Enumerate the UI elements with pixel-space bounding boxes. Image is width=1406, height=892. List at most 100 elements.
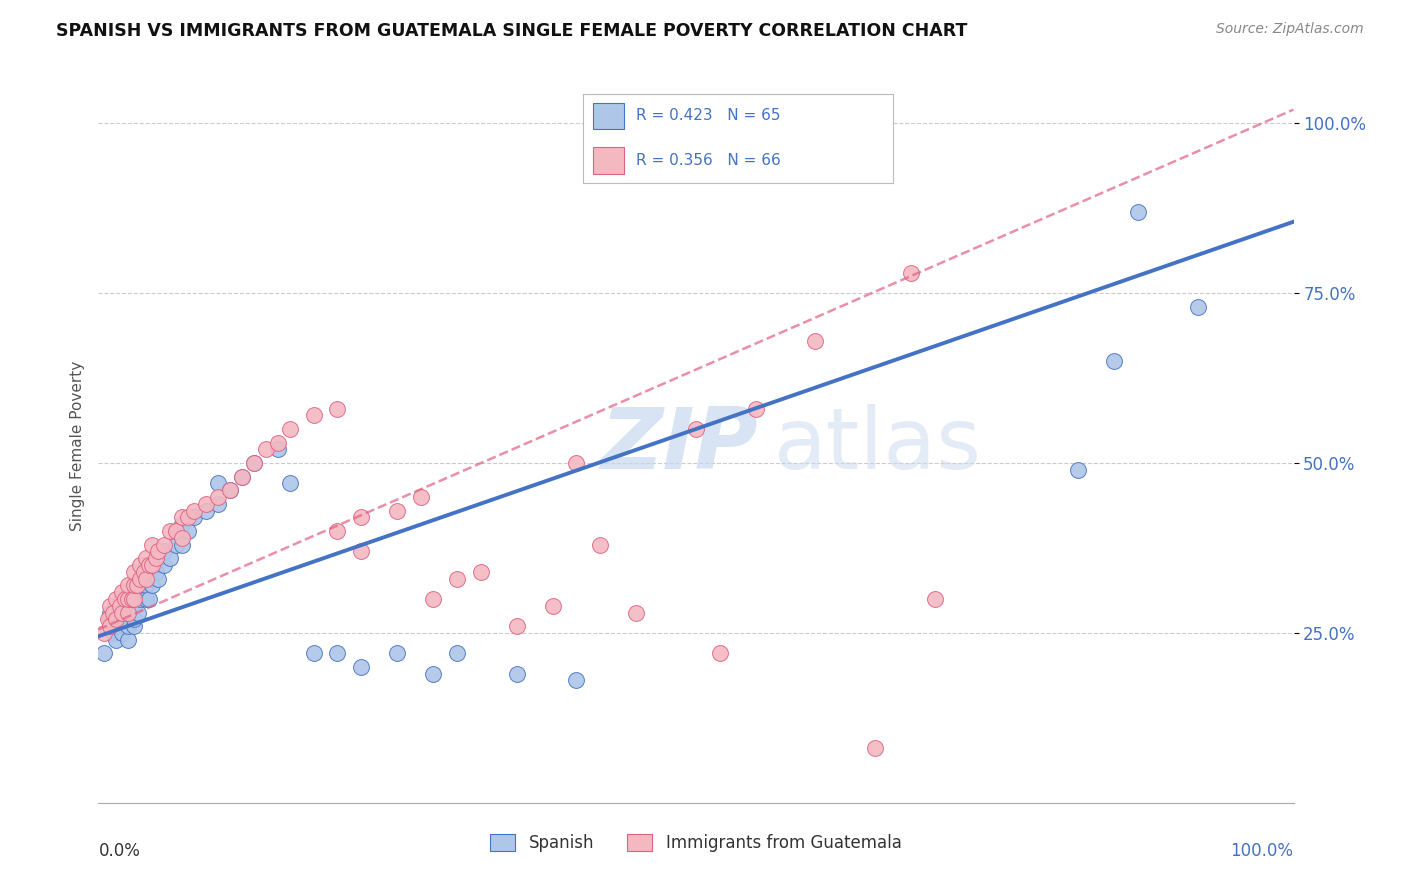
Legend: Spanish, Immigrants from Guatemala: Spanish, Immigrants from Guatemala: [484, 827, 908, 859]
Point: [98, 606, 122, 620]
Point: [117, 606, 139, 620]
Text: Source: ZipAtlas.com: Source: ZipAtlas.com: [1216, 22, 1364, 37]
Point: [117, 591, 139, 606]
Point: [121, 591, 143, 606]
Point: [326, 401, 349, 416]
Point: [165, 524, 187, 538]
Point: [117, 632, 139, 647]
Point: [172, 510, 194, 524]
Point: [153, 537, 176, 551]
Text: 0.0%: 0.0%: [98, 842, 141, 860]
Point: [129, 558, 152, 572]
Point: [153, 544, 176, 558]
Point: [124, 578, 146, 592]
Point: [159, 551, 181, 566]
Point: [804, 334, 827, 348]
Point: [101, 626, 124, 640]
Point: [302, 409, 325, 423]
Point: [145, 565, 167, 579]
Point: [302, 646, 325, 660]
Point: [138, 572, 160, 586]
Point: [326, 524, 349, 538]
Point: [385, 646, 409, 660]
Point: [172, 537, 194, 551]
Point: [219, 483, 242, 498]
Point: [124, 591, 146, 606]
Point: [135, 591, 157, 606]
Point: [207, 476, 229, 491]
Point: [159, 524, 181, 538]
Point: [148, 544, 170, 558]
Point: [172, 517, 194, 532]
Point: [267, 442, 290, 457]
Point: [108, 599, 131, 613]
Point: [231, 469, 253, 483]
Point: [117, 591, 139, 606]
Point: [145, 551, 167, 566]
Point: [153, 558, 176, 572]
Point: [98, 612, 122, 626]
Point: [506, 619, 529, 633]
Point: [1067, 463, 1090, 477]
Text: 100.0%: 100.0%: [1230, 842, 1294, 860]
Point: [411, 490, 433, 504]
Point: [165, 524, 187, 538]
Point: [105, 632, 128, 647]
Y-axis label: Single Female Poverty: Single Female Poverty: [69, 361, 84, 531]
Point: [565, 456, 588, 470]
Point: [231, 469, 253, 483]
Point: [138, 591, 160, 606]
Point: [93, 626, 115, 640]
Point: [177, 524, 200, 538]
Point: [207, 490, 229, 504]
Point: [326, 646, 349, 660]
Point: [135, 572, 157, 586]
Point: [135, 558, 157, 572]
Text: atlas: atlas: [773, 404, 981, 488]
Bar: [593, 147, 624, 174]
Point: [350, 510, 373, 524]
Point: [243, 456, 266, 470]
Point: [127, 606, 149, 620]
Point: [124, 591, 146, 606]
Point: [506, 666, 529, 681]
Point: [141, 578, 163, 592]
Point: [141, 558, 163, 572]
Point: [446, 646, 468, 660]
Point: [183, 510, 205, 524]
Point: [124, 612, 146, 626]
Point: [108, 606, 131, 620]
Point: [195, 503, 218, 517]
Point: [924, 591, 946, 606]
Point: [105, 591, 128, 606]
Point: [1104, 354, 1126, 368]
Point: [148, 572, 170, 586]
Point: [267, 435, 290, 450]
Point: [111, 606, 134, 620]
Point: [124, 565, 146, 579]
Point: [129, 578, 152, 592]
Point: [709, 646, 731, 660]
Point: [111, 591, 134, 606]
Point: [446, 572, 468, 586]
Point: [141, 558, 163, 572]
Point: [97, 612, 120, 626]
Point: [219, 483, 242, 498]
Point: [135, 551, 157, 566]
Text: SPANISH VS IMMIGRANTS FROM GUATEMALA SINGLE FEMALE POVERTY CORRELATION CHART: SPANISH VS IMMIGRANTS FROM GUATEMALA SIN…: [56, 22, 967, 40]
Point: [385, 503, 409, 517]
Point: [117, 578, 139, 592]
Point: [114, 591, 136, 606]
Point: [422, 666, 444, 681]
Point: [98, 619, 122, 633]
Point: [745, 401, 768, 416]
Point: [105, 612, 128, 626]
Point: [183, 503, 205, 517]
Point: [148, 551, 170, 566]
Point: [111, 585, 134, 599]
Point: [900, 266, 922, 280]
Point: [101, 606, 124, 620]
Point: [626, 606, 648, 620]
Point: [135, 578, 157, 592]
Point: [278, 476, 301, 491]
